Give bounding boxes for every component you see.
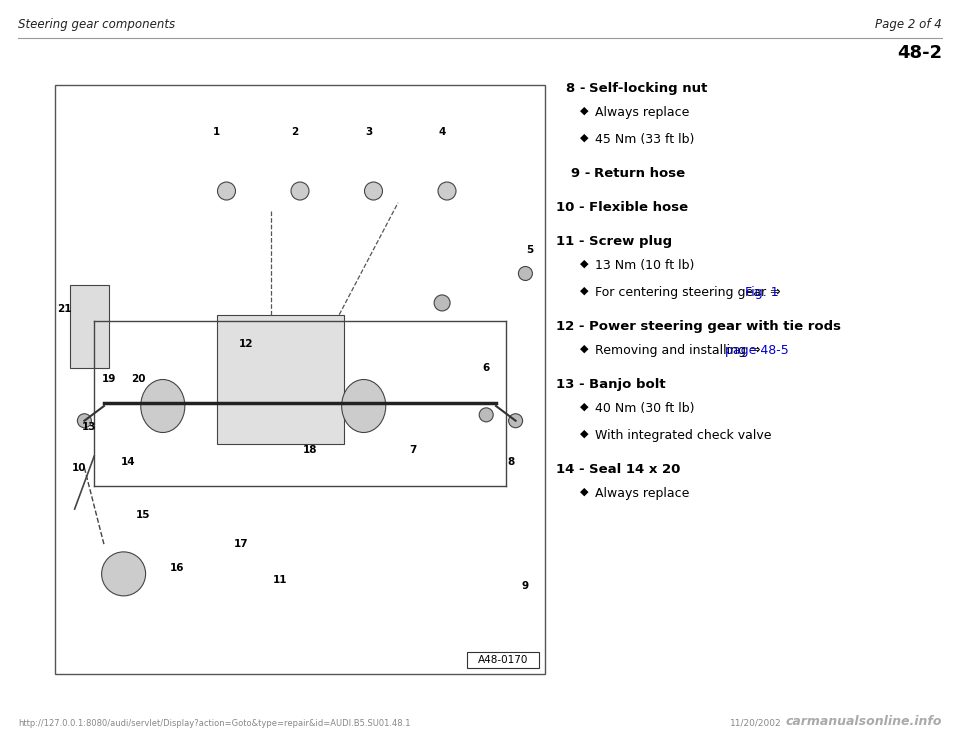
Circle shape: [438, 182, 456, 200]
Text: 5: 5: [527, 245, 534, 255]
Text: ◆: ◆: [580, 106, 588, 116]
Text: 12 -: 12 -: [557, 320, 585, 333]
Text: Banjo bolt: Banjo bolt: [589, 378, 665, 391]
Text: 2: 2: [292, 127, 299, 137]
Circle shape: [509, 414, 522, 427]
Text: Removing and installing ⇒: Removing and installing ⇒: [595, 344, 764, 357]
Text: With integrated check valve: With integrated check valve: [595, 429, 772, 442]
Text: Seal 14 x 20: Seal 14 x 20: [589, 463, 681, 476]
Bar: [467, 652, 539, 668]
Text: 1: 1: [213, 127, 221, 137]
Text: Power steering gear with tie rods: Power steering gear with tie rods: [589, 320, 841, 333]
Text: ◆: ◆: [580, 133, 588, 143]
Text: 14: 14: [121, 457, 135, 467]
Text: Flexible hose: Flexible hose: [589, 201, 688, 214]
Text: Self-locking nut: Self-locking nut: [589, 82, 708, 95]
Text: Steering gear components: Steering gear components: [18, 18, 175, 31]
Text: 19: 19: [102, 375, 116, 384]
Text: 16: 16: [170, 563, 184, 573]
Text: Always replace: Always replace: [595, 106, 689, 119]
Text: 8: 8: [507, 457, 515, 467]
Text: Page 2 of 4: Page 2 of 4: [876, 18, 942, 31]
Text: 21: 21: [58, 303, 72, 314]
Text: ◆: ◆: [580, 286, 588, 296]
Text: 10 -: 10 -: [557, 201, 585, 214]
Text: 9 -: 9 -: [570, 167, 590, 180]
Circle shape: [365, 182, 382, 200]
Text: 20: 20: [132, 375, 146, 384]
Text: ◆: ◆: [580, 402, 588, 412]
Text: 13 Nm (10 ft lb): 13 Nm (10 ft lb): [595, 259, 694, 272]
Text: 14 -: 14 -: [557, 463, 585, 476]
Text: For centering steering gear ⇒: For centering steering gear ⇒: [595, 286, 784, 299]
Text: page 48-5: page 48-5: [725, 344, 789, 357]
Text: 11: 11: [274, 575, 288, 585]
Text: 18: 18: [302, 445, 317, 455]
Text: Return hose: Return hose: [594, 167, 685, 180]
Text: carmanualsonline.info: carmanualsonline.info: [785, 715, 942, 728]
Text: ◆: ◆: [580, 259, 588, 269]
Text: 11 -: 11 -: [557, 235, 585, 248]
Ellipse shape: [342, 379, 386, 433]
Text: Always replace: Always replace: [595, 487, 689, 500]
Text: 45 Nm (33 ft lb): 45 Nm (33 ft lb): [595, 133, 694, 146]
Circle shape: [102, 552, 146, 596]
Text: 6: 6: [483, 363, 490, 372]
Bar: [55, 85, 545, 674]
Circle shape: [434, 295, 450, 311]
Circle shape: [78, 414, 91, 427]
Text: 9: 9: [522, 581, 529, 591]
Bar: [70, 285, 108, 368]
Text: Fig. 1: Fig. 1: [745, 286, 779, 299]
Text: 8 -: 8 -: [565, 82, 585, 95]
Text: 13 -: 13 -: [557, 378, 585, 391]
Text: 48-2: 48-2: [897, 44, 942, 62]
Text: 4: 4: [439, 127, 445, 137]
Text: ◆: ◆: [580, 487, 588, 497]
Text: 40 Nm (30 ft lb): 40 Nm (30 ft lb): [595, 402, 694, 415]
Text: 11/20/2002: 11/20/2002: [730, 719, 781, 728]
Text: http://127.0.0.1:8080/audi/servlet/Display?action=Goto&type=repair&id=AUDI.B5.SU: http://127.0.0.1:8080/audi/servlet/Displ…: [18, 719, 411, 728]
Text: 12: 12: [239, 339, 253, 349]
Circle shape: [518, 266, 533, 280]
Text: ◆: ◆: [580, 344, 588, 354]
Text: 7: 7: [409, 445, 417, 455]
Text: 15: 15: [136, 510, 151, 520]
Circle shape: [479, 408, 493, 422]
Text: ◆: ◆: [580, 429, 588, 439]
Text: 3: 3: [365, 127, 372, 137]
Text: Screw plug: Screw plug: [589, 235, 672, 248]
Text: 17: 17: [234, 539, 249, 549]
Bar: [217, 315, 344, 444]
Ellipse shape: [141, 379, 185, 433]
Circle shape: [291, 182, 309, 200]
Text: A48-0170: A48-0170: [478, 655, 528, 665]
Text: 10: 10: [72, 463, 86, 473]
Circle shape: [218, 182, 235, 200]
Text: 13: 13: [82, 421, 97, 432]
